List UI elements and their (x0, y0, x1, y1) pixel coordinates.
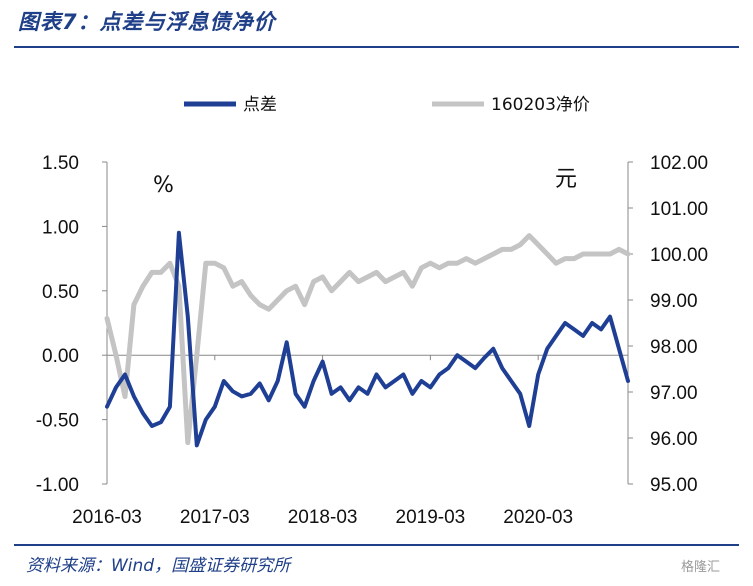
plot-lines (104, 230, 631, 448)
source-note: 资料来源：Wind，国盛证券研究所 (26, 556, 291, 576)
chart-title: 图表7：点差与浮息债净价 (18, 10, 276, 34)
right-tick-label: 98.00 (650, 337, 698, 358)
legend-label-price: 160203净价 (491, 95, 590, 115)
bottom-divider (14, 544, 739, 546)
right-tick-label: 102.00 (650, 153, 708, 174)
left-tick-label: -0.50 (36, 411, 79, 432)
series-line-price (104, 233, 631, 446)
watermark-logo: 格隆汇 (681, 560, 721, 575)
top-divider (14, 46, 739, 48)
left-tick-label: 0.00 (42, 346, 79, 367)
x-tick-label: 2016-03 (72, 507, 142, 528)
axes: -1.00 -0.50 0.00 0.50 1.00 1.50 95.00 96.00 97.0… (36, 153, 708, 528)
legend-label-spread: 点差 (243, 95, 277, 115)
x-tick-label: 2020-03 (503, 507, 573, 528)
right-tick-label: 96.00 (650, 429, 698, 450)
right-unit-label: 元 (555, 167, 577, 192)
series-line-spread (105, 230, 630, 448)
right-tick-label: 100.00 (650, 245, 708, 266)
left-tick-label: 1.50 (42, 153, 79, 174)
left-tick-label: -1.00 (36, 475, 79, 496)
x-tick-label: 2017-03 (180, 507, 250, 528)
x-tick-label: 2018-03 (288, 507, 358, 528)
x-tick-label: 2019-03 (396, 507, 466, 528)
left-tick-label: 1.00 (42, 217, 79, 238)
left-tick-label: 0.50 (42, 282, 79, 303)
legend: 点差 160203净价 (184, 95, 590, 115)
right-tick-label: 95.00 (650, 475, 698, 496)
right-tick-label: 101.00 (650, 199, 708, 220)
right-tick-label: 99.00 (650, 291, 698, 312)
left-unit-label: % (153, 173, 174, 198)
right-tick-label: 97.00 (650, 383, 698, 404)
